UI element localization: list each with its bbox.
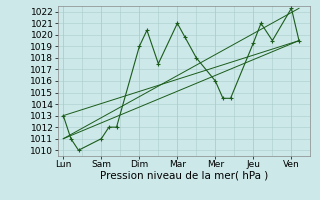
X-axis label: Pression niveau de la mer( hPa ): Pression niveau de la mer( hPa ) (100, 171, 268, 181)
